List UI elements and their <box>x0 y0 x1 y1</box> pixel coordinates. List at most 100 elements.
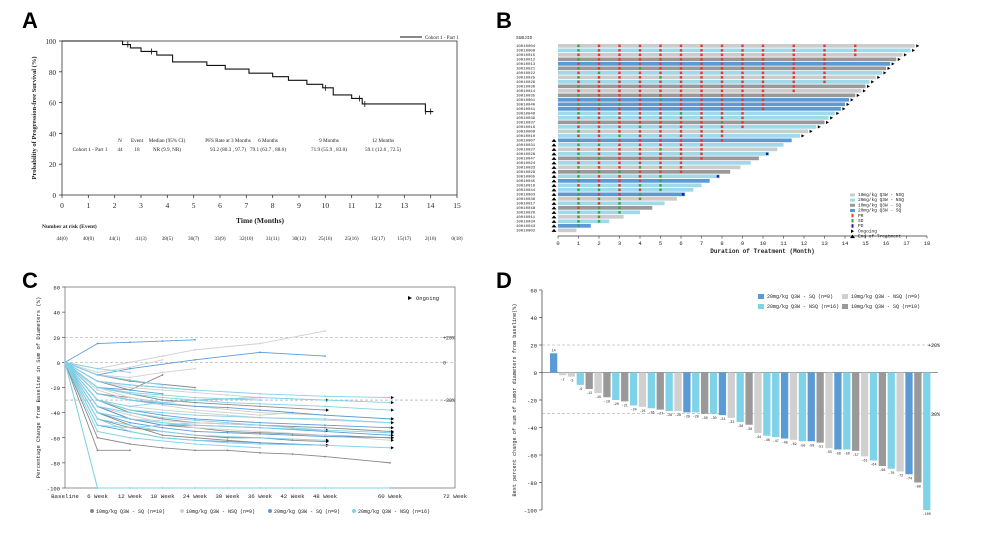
swimmer-response-mark <box>597 161 601 165</box>
swimmer-subject-id: 10010003 <box>516 194 536 198</box>
spider-y-tick-label: -60 <box>50 435 60 442</box>
spider-point <box>226 430 229 433</box>
spider-point <box>291 411 294 414</box>
swimmer-response-mark <box>597 121 601 124</box>
spider-point <box>161 418 164 420</box>
swimmer-response-mark <box>597 76 601 79</box>
waterfall-bar <box>816 372 824 443</box>
spider-series-line <box>64 361 391 398</box>
swimmer-ongoing-arrow <box>836 111 840 115</box>
swimmer-response-mark <box>638 161 642 165</box>
swimmer-end-marker <box>551 174 557 178</box>
km-plot-frame <box>61 40 458 196</box>
spider-point <box>324 414 326 417</box>
swimmer-response-mark <box>720 67 724 70</box>
swimmer-response-mark <box>700 76 703 79</box>
swimmer-end-marker <box>551 147 557 151</box>
swimmer-response-mark <box>679 94 683 97</box>
spider-point <box>324 429 326 432</box>
swimmer-response-mark <box>720 121 724 124</box>
waterfall-bar <box>825 372 833 449</box>
waterfall-bar-label: -51 <box>817 446 823 450</box>
spider-x-tick-label: 36 Week <box>248 493 273 500</box>
km-x-tick-label: 11 <box>348 201 355 210</box>
swimmer-response-mark <box>577 85 580 88</box>
spider-point <box>161 399 164 401</box>
swimmer-response-mark <box>618 121 621 124</box>
swimmer-response-mark <box>761 103 765 106</box>
spider-point <box>129 405 131 408</box>
swimmer-response-mark <box>597 44 601 48</box>
spider-legend-label: 20mg/kg Q3W - NSQ (n=16) <box>358 509 430 515</box>
swimmer-response-mark <box>823 44 826 48</box>
waterfall-bar-label: -48 <box>782 442 788 446</box>
spider-point <box>291 439 294 442</box>
panel-b-letter: B <box>496 8 512 33</box>
spider-series-line <box>64 362 391 464</box>
swimmer-response-mark <box>741 58 744 61</box>
swimmer-legend-ongoing <box>851 229 854 233</box>
swimmer-response-mark <box>577 76 580 79</box>
spider-series-line <box>64 359 163 373</box>
swimmer-header: SUBJID <box>516 35 533 41</box>
swimmer-ongoing-arrow <box>830 116 834 120</box>
swimmer-end-marker <box>551 183 557 187</box>
swimmer-bar <box>558 219 610 224</box>
waterfall-bar-label: -30 <box>710 417 716 421</box>
swimmer-ongoing-arrow <box>850 98 854 102</box>
swimmer-response-mark <box>577 89 580 93</box>
waterfall-bar <box>603 372 611 398</box>
spider-point <box>96 342 99 345</box>
spider-point <box>96 405 99 408</box>
spider-ongoing-arrow <box>326 408 329 412</box>
spider-point <box>96 392 99 395</box>
swimmer-response-mark <box>618 211 621 214</box>
swimmer-response-mark <box>761 98 765 102</box>
swimmer-response-mark <box>679 98 683 102</box>
swimmer-bar <box>558 75 876 80</box>
swimmer-subject-id: 10010045 <box>516 180 536 184</box>
km-table-cell: 71.9 (55.9 , 83.0) <box>311 146 347 153</box>
swimmer-response-mark <box>792 44 795 48</box>
waterfall-bar <box>727 372 735 418</box>
waterfall-y-tick-label: 60 <box>530 288 537 295</box>
swimmer-response-mark <box>792 53 795 57</box>
swimmer-response-mark <box>679 62 683 66</box>
waterfall-bar <box>674 372 682 411</box>
swimmer-response-mark <box>659 166 662 169</box>
waterfall-bar <box>585 372 593 389</box>
swimmer-response-mark <box>823 49 826 52</box>
waterfall-bar <box>834 372 842 450</box>
swimmer-response-mark <box>577 125 580 129</box>
waterfall-bar-label: -47 <box>773 440 779 444</box>
spider-point <box>291 453 294 455</box>
swimmer-x-tick-label: 9 <box>741 240 744 247</box>
swimmer-response-mark <box>679 49 683 52</box>
swimmer-x-tick-label: 1 <box>577 240 581 247</box>
waterfall-bar-label: -74 <box>906 477 912 481</box>
swimmer-response-mark <box>761 89 765 93</box>
spider-point <box>194 405 196 408</box>
spider-point <box>194 399 196 401</box>
swimmer-x-tick-label: 10 <box>760 240 767 247</box>
km-risk-title: Number at risk (Event) <box>42 223 97 230</box>
swimmer-ongoing-arrow <box>817 125 821 129</box>
swimmer-response-mark <box>679 170 683 174</box>
swimmer-bar <box>558 134 800 138</box>
swimmer-response-mark <box>659 143 662 147</box>
swimmer-end-marker <box>551 210 557 214</box>
spider-series-line <box>64 362 391 439</box>
spider-point <box>129 430 131 433</box>
km-x-tick-label: 4 <box>165 201 169 210</box>
spider-point <box>194 409 196 412</box>
swimmer-response-mark <box>638 152 642 156</box>
spider-y-tick-label: 40 <box>53 310 60 317</box>
spider-point <box>161 414 164 417</box>
swimmer-ongoing-arrow <box>891 62 895 66</box>
swimmer-response-mark <box>618 80 621 84</box>
swimmer-response-mark <box>659 152 662 156</box>
swimmer-response-mark <box>638 121 642 124</box>
waterfall-y-tick-label: 20 <box>530 343 537 350</box>
waterfall-bar-label: -70 <box>888 472 894 476</box>
swimmer-x-tick-label: 16 <box>883 240 890 247</box>
